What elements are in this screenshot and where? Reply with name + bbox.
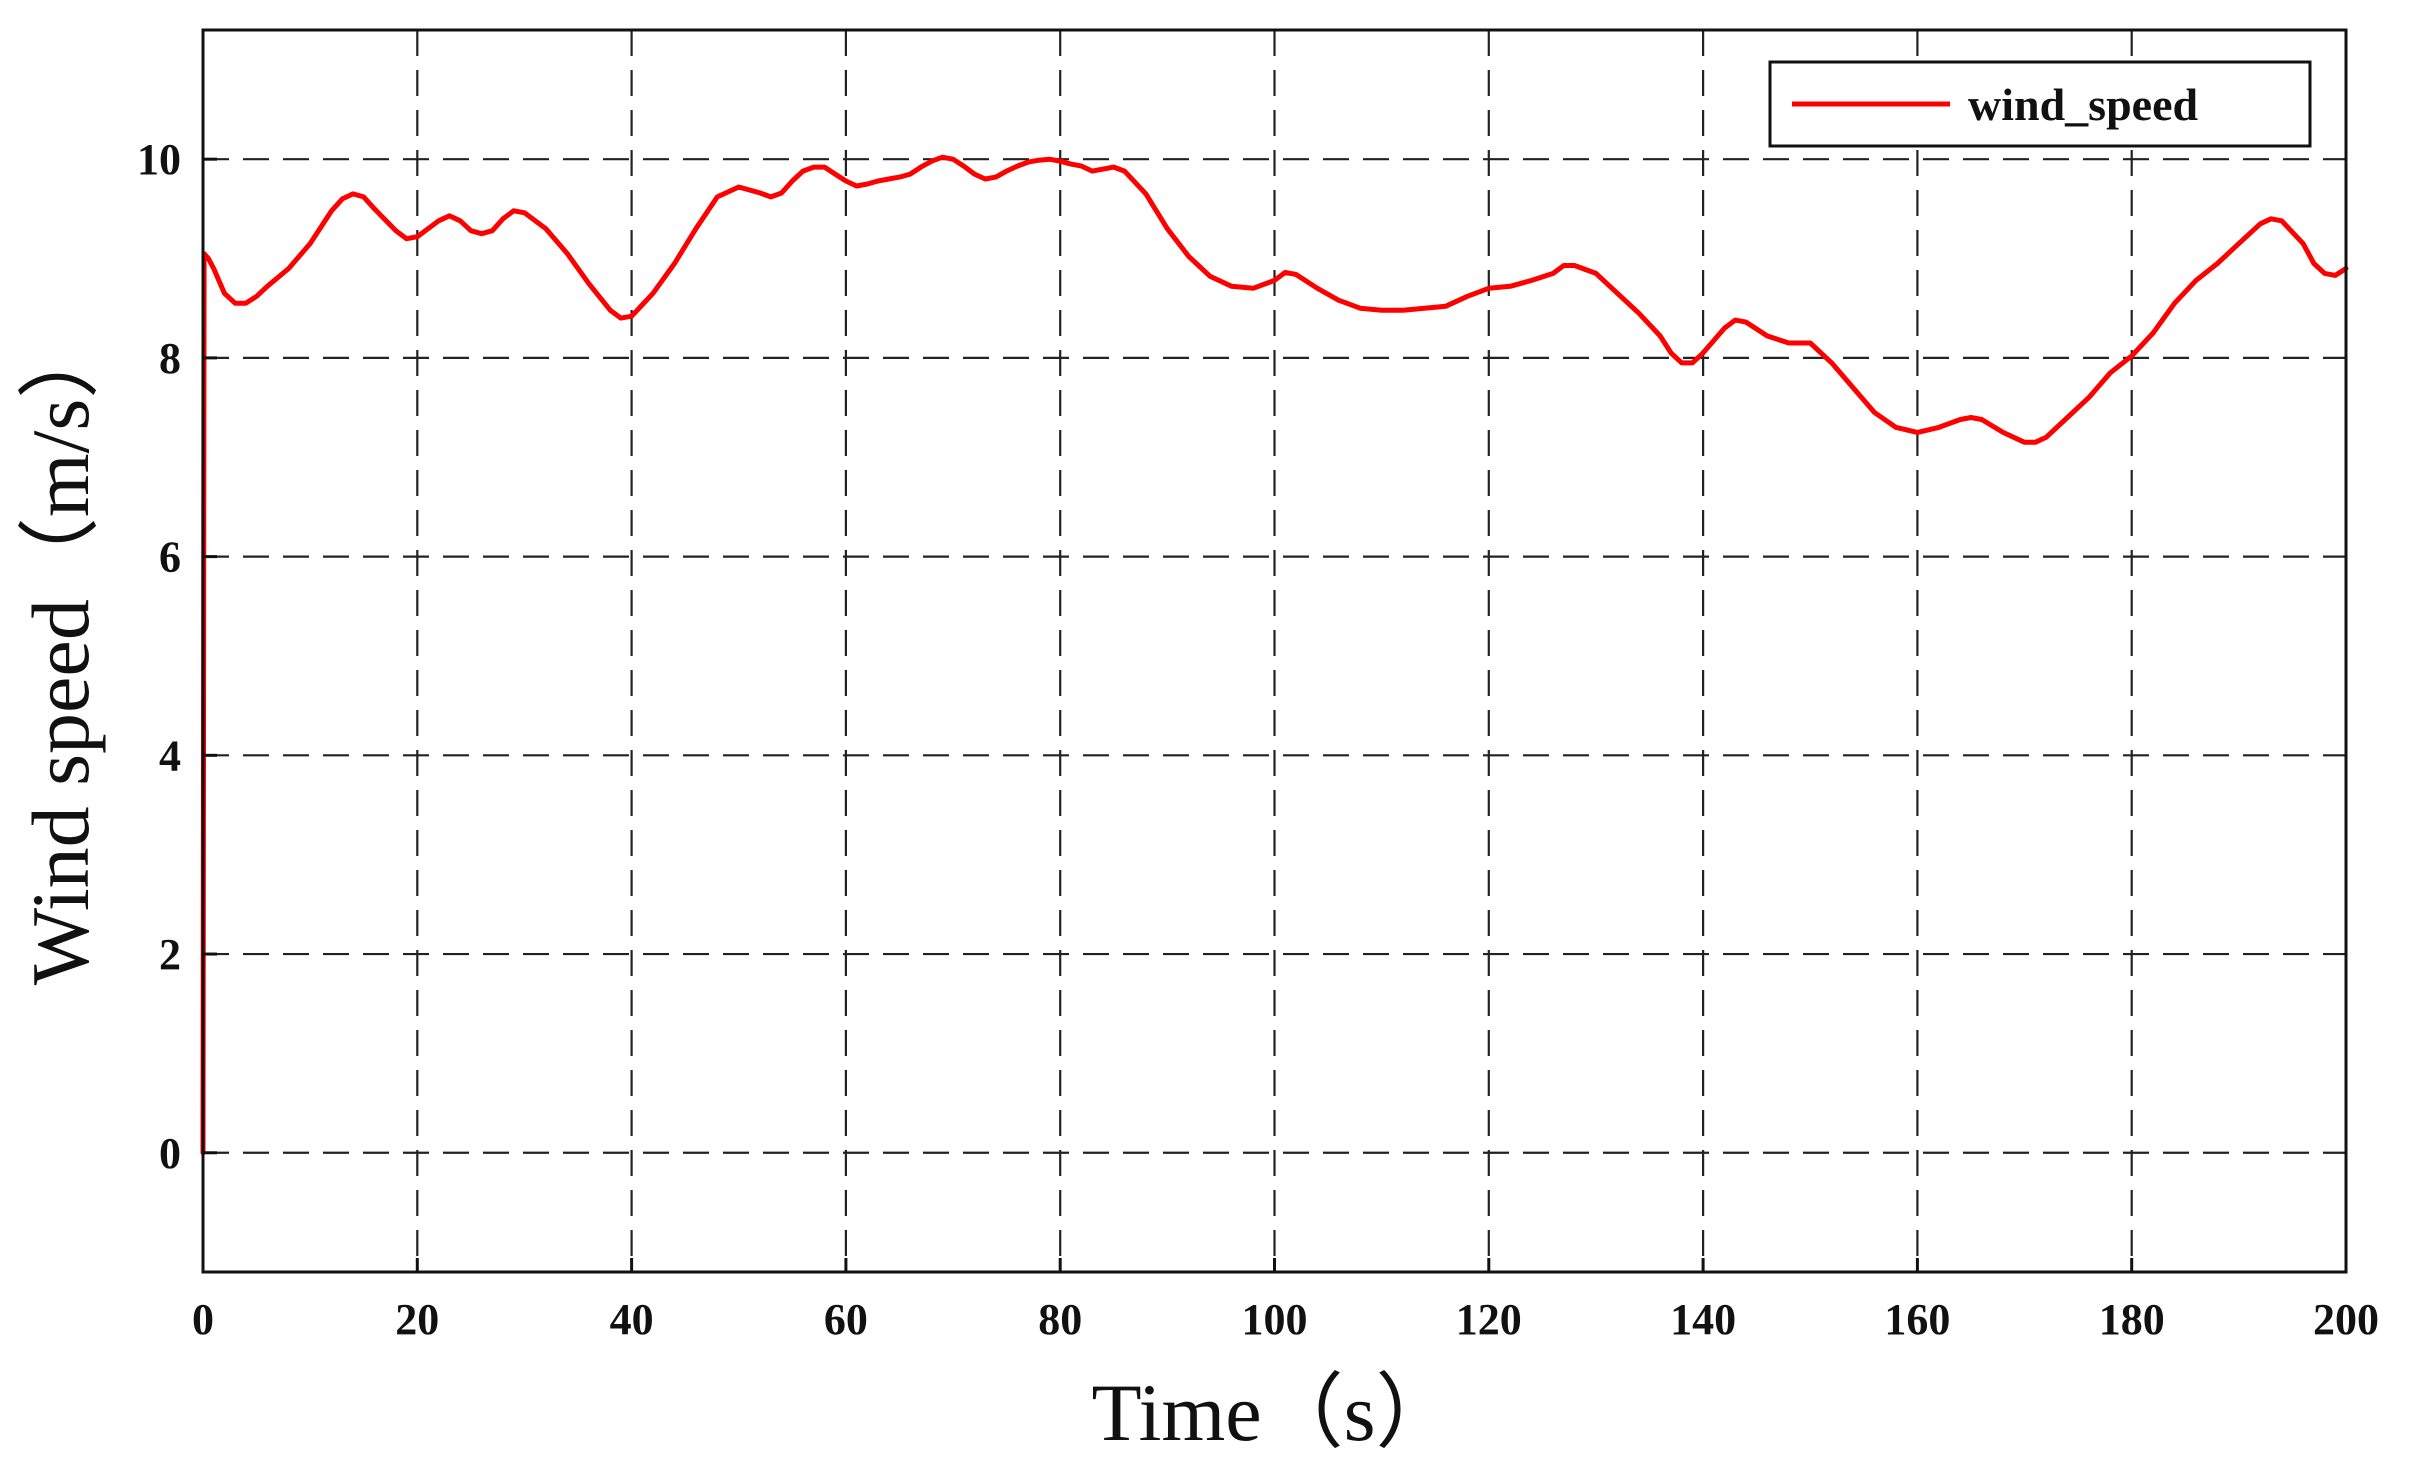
x-tick-label: 200	[2313, 1295, 2379, 1344]
x-tick-label: 60	[824, 1295, 868, 1344]
y-axis-title: Wind speed（m/s）	[15, 317, 106, 986]
x-tick-label: 140	[1670, 1295, 1736, 1344]
x-axis-title: Time（s）	[1091, 1367, 1457, 1458]
y-tick-label: 8	[159, 334, 181, 383]
x-tick-label: 80	[1038, 1295, 1082, 1344]
y-axis-ticks: 0 2 4 6 8 10	[137, 135, 217, 1178]
series-line-wind-speed	[200, 154, 2349, 1156]
series-layer	[200, 154, 2349, 1156]
y-tick-label: 4	[159, 731, 181, 780]
y-tick-label: 10	[137, 135, 181, 184]
x-tick-label: 40	[610, 1295, 654, 1344]
x-tick-label: 0	[192, 1295, 214, 1344]
y-tick-label: 2	[159, 930, 181, 979]
legend[interactable]: wind_speed	[1768, 60, 2312, 148]
x-tick-label: 120	[1456, 1295, 1522, 1344]
x-tick-label: 160	[1884, 1295, 1950, 1344]
y-tick-label: 0	[159, 1129, 181, 1178]
x-tick-label: 100	[1242, 1295, 1308, 1344]
x-axis-ticks: 0 20 40 60 80 100 120 140 160 180 200	[192, 1258, 2379, 1344]
x-tick-label: 180	[2099, 1295, 2165, 1344]
y-tick-label: 6	[159, 533, 181, 582]
grid	[203, 30, 2346, 1272]
x-tick-label: 20	[395, 1295, 439, 1344]
legend-label-wind-speed: wind_speed	[1968, 79, 2198, 130]
